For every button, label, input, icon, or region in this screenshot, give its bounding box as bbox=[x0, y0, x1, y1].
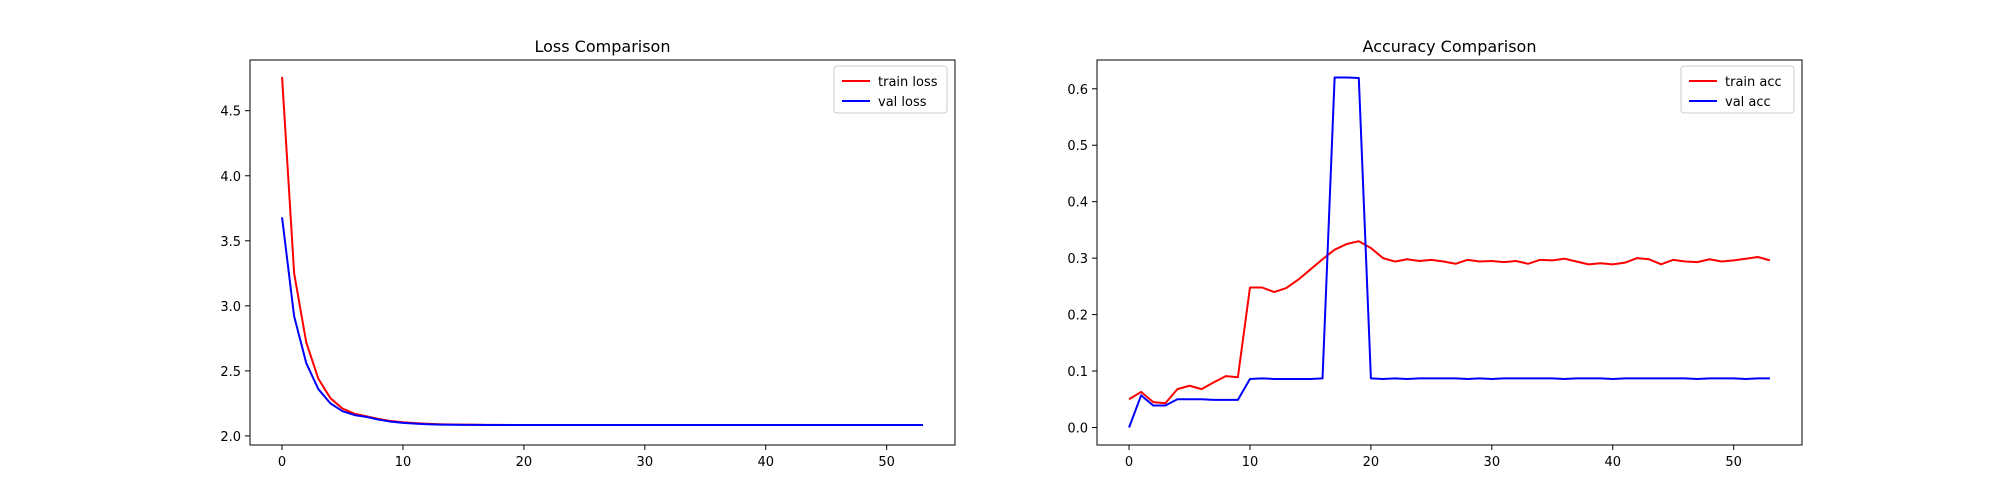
x-tick-label: 30 bbox=[637, 455, 654, 470]
series-line-val-loss bbox=[281, 217, 923, 426]
axes-frame bbox=[249, 59, 956, 446]
x-tick-label: 0 bbox=[278, 455, 286, 470]
y-tick-label: 4.0 bbox=[220, 170, 241, 185]
x-tick-label: 20 bbox=[1363, 455, 1380, 470]
x-tick-label: 50 bbox=[1725, 455, 1742, 470]
y-tick-label: 0.2 bbox=[1067, 309, 1088, 324]
y-tick-label: 3.5 bbox=[220, 235, 241, 250]
legend-label: val acc bbox=[1725, 95, 1771, 110]
chart-title: Accuracy Comparison bbox=[1363, 37, 1537, 56]
series-line-train-acc bbox=[1128, 240, 1771, 405]
plot-area bbox=[1128, 76, 1771, 428]
x-tick-label: 0 bbox=[1125, 455, 1133, 470]
x-tick-label: 40 bbox=[757, 455, 774, 470]
x-tick-label: 40 bbox=[1604, 455, 1621, 470]
series-line-val-acc bbox=[1128, 76, 1770, 428]
y-tick-label: 3.0 bbox=[220, 300, 241, 315]
y-tick-label: 4.5 bbox=[220, 105, 241, 120]
y-tick-label: 0.5 bbox=[1067, 139, 1088, 154]
axes-frame bbox=[1096, 59, 1803, 446]
legend-label: train loss bbox=[878, 75, 938, 90]
y-tick-label: 0.1 bbox=[1067, 365, 1088, 380]
x-tick-label: 10 bbox=[395, 455, 412, 470]
y-tick-label: 2.0 bbox=[220, 430, 241, 445]
accuracy-comparison-chart: Accuracy Comparison 0 10 20 30 40 50 0.0 0.1 0.2… bbox=[1067, 37, 1803, 470]
legend: train loss val loss bbox=[833, 65, 948, 114]
x-tick-label: 30 bbox=[1484, 455, 1501, 470]
y-tick-label: 0.3 bbox=[1067, 252, 1088, 267]
legend-label: train acc bbox=[1725, 75, 1782, 90]
x-tick-label: 20 bbox=[516, 455, 533, 470]
legend-label: val loss bbox=[878, 95, 927, 110]
x-tick-label: 10 bbox=[1242, 455, 1259, 470]
y-tick-label: 0.4 bbox=[1067, 196, 1088, 211]
chart-title: Loss Comparison bbox=[535, 37, 671, 56]
loss-comparison-chart: Loss Comparison 0 10 20 30 40 50 2.0 2.5 3.0 3.5 4… bbox=[220, 37, 956, 470]
legend: train acc val acc bbox=[1680, 65, 1795, 114]
x-tick-label: 50 bbox=[878, 455, 895, 470]
y-tick-label: 2.5 bbox=[220, 365, 241, 380]
y-tick-label: 0.0 bbox=[1067, 422, 1088, 437]
y-tick-label: 0.6 bbox=[1067, 83, 1088, 98]
plot-area bbox=[281, 76, 923, 426]
